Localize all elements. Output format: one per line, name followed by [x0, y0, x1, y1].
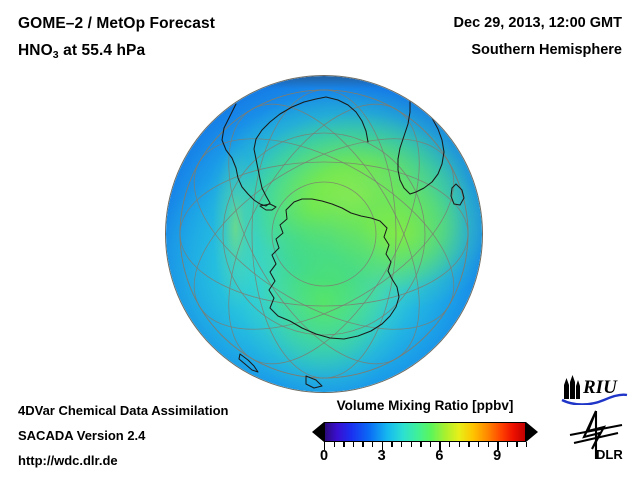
dlr-mark-icon: [569, 410, 623, 459]
colorbar-tick-minor: [343, 442, 345, 447]
colorbar-tick-minor: [352, 442, 355, 447]
colorbar-title: Volume Mixing Ratio [ppbv]: [336, 398, 514, 413]
colorbar-label: 9: [493, 448, 502, 464]
dlr-logo: DLR: [569, 410, 623, 461]
hemisphere-label: Southern Hemisphere: [471, 42, 622, 58]
colorbar-tick-minor: [506, 442, 509, 447]
dlr-wordmark: DLR: [596, 447, 623, 461]
coastline-madagascar: [450, 183, 465, 206]
colorbar-tick-minor: [449, 442, 451, 447]
globe-disc: [166, 76, 482, 392]
coastline-antarctica: [268, 198, 400, 340]
colorbar-tick-minor: [410, 442, 412, 447]
colorbar-tick-major: [497, 442, 499, 450]
colorbar-tick-major: [324, 442, 326, 450]
colorbar-tick-minor: [391, 442, 393, 447]
colorbar: Volume Mixing Ratio [ppbv] 0 3 6 9: [312, 398, 538, 474]
colorbar-tick-labels: 0 3 6 9: [312, 448, 538, 468]
colorbar-under-arrow-icon: [312, 422, 324, 442]
coastline-africa: [405, 93, 445, 195]
limb-shading: [166, 76, 482, 392]
coastline-south-america: [221, 96, 327, 207]
datetime-label: Dec 29, 2013, 12:00 GMT: [453, 15, 622, 31]
colorbar-tick-minor: [526, 442, 528, 447]
graticule-layer: [179, 89, 469, 379]
coastline-africa-west: [397, 99, 411, 195]
riu-towers-icon: [564, 375, 580, 399]
instrument-title: GOME–2 / MetOp Forecast: [18, 15, 215, 32]
colorbar-label: 0: [319, 448, 329, 464]
colorbar-tick-minor: [420, 442, 422, 447]
species-prefix: HNO: [18, 42, 53, 59]
coastline-southern-island: [305, 375, 323, 389]
globe-map: [166, 76, 482, 392]
coastline-australia: [465, 135, 482, 161]
species-subscript: 3: [52, 49, 59, 61]
colorbar-tick-minor: [477, 442, 480, 447]
colorbar-tick-minor: [458, 442, 461, 447]
riu-wordmark: RIU: [582, 377, 618, 398]
colorbar-tick-major: [381, 442, 384, 450]
colorbar-tick-minor: [372, 442, 374, 447]
website-url[interactable]: http://wdc.dlr.de: [18, 453, 118, 468]
colorbar-tick-minor: [516, 442, 518, 447]
meridian-group: [179, 89, 469, 379]
colorbar-label: 3: [377, 448, 386, 464]
colorbar-gradient: [324, 422, 526, 442]
version-label: SACADA Version 2.4: [18, 428, 146, 443]
colorbar-tick-minor: [362, 442, 364, 447]
assimilation-label: 4DVar Chemical Data Assimilation: [18, 403, 229, 418]
colorbar-tick-minor: [400, 442, 403, 447]
riu-logo: RIU: [561, 375, 628, 405]
species-title: HNO3 at 55.4 hPa: [18, 42, 146, 61]
colorbar-over-arrow-icon: [526, 422, 538, 442]
concentration-field-streak: [166, 76, 482, 392]
colorbar-label: 6: [435, 448, 444, 464]
species-suffix: at 55.4 hPa: [58, 42, 146, 59]
colorbar-tick-minor: [487, 442, 489, 447]
coastline-south-america-east: [325, 96, 369, 143]
colorbar-tick-minor: [468, 442, 470, 447]
terminator-shading: [166, 76, 482, 392]
riu-wave-icon: [561, 393, 628, 405]
colorbar-tick-minor: [333, 442, 335, 447]
latitude-circle-30s: [222, 132, 426, 336]
coastline-layer: [221, 93, 482, 389]
latitude-circle-60s: [271, 181, 377, 287]
coastline-tierra-del-fuego: [259, 203, 277, 211]
colorbar-ticks: [324, 442, 528, 450]
colorbar-tick-minor: [429, 442, 432, 447]
coastline-new-zealand: [238, 353, 259, 373]
colorbar-tick-major: [439, 442, 441, 450]
colorbar-bar-row: [312, 422, 538, 450]
